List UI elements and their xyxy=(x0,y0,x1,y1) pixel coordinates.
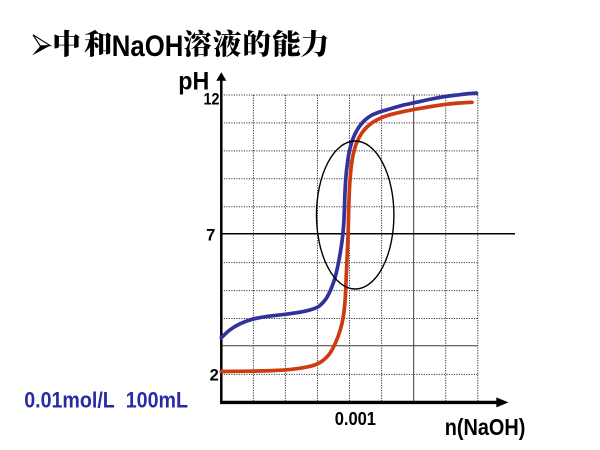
svg-text:NaOH: NaOH xyxy=(112,30,184,63)
svg-text:pH: pH xyxy=(178,68,209,96)
svg-text:n(NaOH): n(NaOH) xyxy=(445,414,526,440)
svg-text:12: 12 xyxy=(204,90,220,109)
svg-text:7: 7 xyxy=(206,226,215,244)
svg-text:0.01mol/L 100mL: 0.01mol/L 100mL xyxy=(24,387,188,412)
svg-text:0.001: 0.001 xyxy=(335,408,376,429)
svg-text:2: 2 xyxy=(210,367,219,385)
